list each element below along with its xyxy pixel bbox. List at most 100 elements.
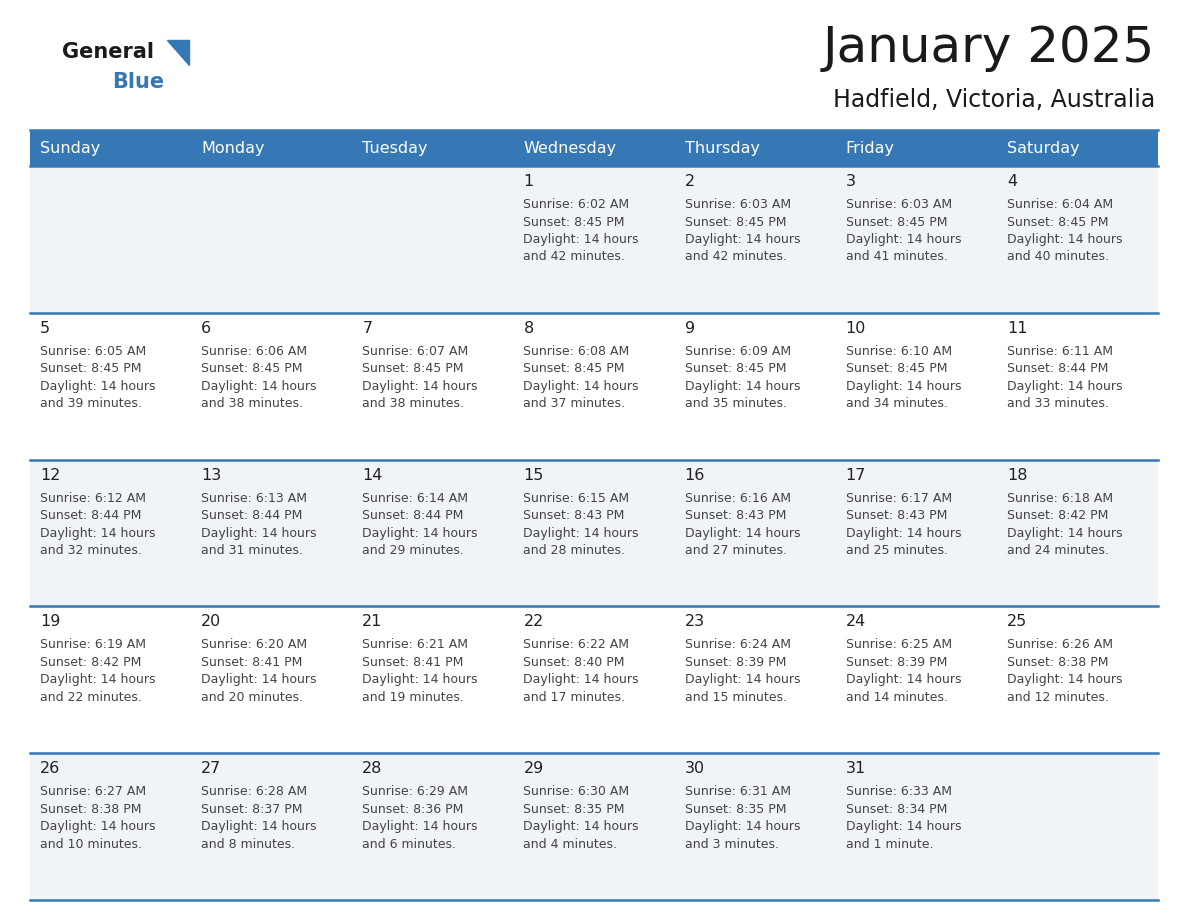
Text: Daylight: 14 hours: Daylight: 14 hours	[524, 674, 639, 687]
Bar	[997, 166, 1158, 313]
Bar	[835, 460, 997, 607]
Text: Sunset: 8:45 PM: Sunset: 8:45 PM	[524, 363, 625, 375]
Text: 19: 19	[40, 614, 61, 630]
Text: 27: 27	[201, 761, 221, 777]
Text: Daylight: 14 hours: Daylight: 14 hours	[524, 820, 639, 834]
Text: 14: 14	[362, 467, 383, 483]
Text: Sunset: 8:44 PM: Sunset: 8:44 PM	[362, 509, 463, 522]
Bar	[191, 607, 353, 753]
Text: Sunrise: 6:12 AM: Sunrise: 6:12 AM	[40, 492, 146, 505]
Bar	[675, 753, 835, 900]
Bar	[30, 130, 1158, 166]
Text: Sunrise: 6:16 AM: Sunrise: 6:16 AM	[684, 492, 790, 505]
Text: 22: 22	[524, 614, 544, 630]
Text: 10: 10	[846, 320, 866, 336]
Text: Sunset: 8:43 PM: Sunset: 8:43 PM	[684, 509, 786, 522]
Text: Sunrise: 6:09 AM: Sunrise: 6:09 AM	[684, 345, 791, 358]
Text: Sunrise: 6:15 AM: Sunrise: 6:15 AM	[524, 492, 630, 505]
Bar	[675, 313, 835, 460]
Bar	[513, 753, 675, 900]
Text: and 6 minutes.: and 6 minutes.	[362, 838, 456, 851]
Text: Sunrise: 6:27 AM: Sunrise: 6:27 AM	[40, 785, 146, 798]
Text: Sunrise: 6:25 AM: Sunrise: 6:25 AM	[846, 638, 952, 652]
Text: Sunset: 8:41 PM: Sunset: 8:41 PM	[362, 655, 463, 669]
Text: 21: 21	[362, 614, 383, 630]
Text: and 41 minutes.: and 41 minutes.	[846, 251, 948, 263]
Text: Blue: Blue	[112, 72, 164, 92]
Text: Sunrise: 6:11 AM: Sunrise: 6:11 AM	[1007, 345, 1113, 358]
Bar	[30, 607, 191, 753]
Text: Daylight: 14 hours: Daylight: 14 hours	[40, 674, 156, 687]
Bar	[997, 607, 1158, 753]
Bar	[997, 460, 1158, 607]
Text: Daylight: 14 hours: Daylight: 14 hours	[846, 527, 961, 540]
Text: Sunset: 8:38 PM: Sunset: 8:38 PM	[40, 802, 141, 816]
Text: Sunset: 8:43 PM: Sunset: 8:43 PM	[846, 509, 947, 522]
Text: Sunrise: 6:29 AM: Sunrise: 6:29 AM	[362, 785, 468, 798]
Text: 2: 2	[684, 174, 695, 189]
Bar	[675, 607, 835, 753]
Text: Sunrise: 6:13 AM: Sunrise: 6:13 AM	[201, 492, 308, 505]
Text: and 10 minutes.: and 10 minutes.	[40, 838, 143, 851]
Bar	[835, 313, 997, 460]
Text: Sunrise: 6:08 AM: Sunrise: 6:08 AM	[524, 345, 630, 358]
Text: Sunrise: 6:03 AM: Sunrise: 6:03 AM	[684, 198, 791, 211]
Text: Sunset: 8:39 PM: Sunset: 8:39 PM	[684, 655, 786, 669]
Text: Daylight: 14 hours: Daylight: 14 hours	[846, 820, 961, 834]
Text: Sunset: 8:45 PM: Sunset: 8:45 PM	[362, 363, 463, 375]
Text: Daylight: 14 hours: Daylight: 14 hours	[40, 527, 156, 540]
Text: 15: 15	[524, 467, 544, 483]
Text: and 22 minutes.: and 22 minutes.	[40, 691, 141, 704]
Text: and 35 minutes.: and 35 minutes.	[684, 397, 786, 410]
Text: General: General	[62, 42, 154, 62]
Text: 5: 5	[40, 320, 50, 336]
Text: Sunrise: 6:04 AM: Sunrise: 6:04 AM	[1007, 198, 1113, 211]
Text: Sunset: 8:45 PM: Sunset: 8:45 PM	[201, 363, 303, 375]
Text: 29: 29	[524, 761, 544, 777]
Text: Daylight: 14 hours: Daylight: 14 hours	[1007, 233, 1123, 246]
Text: 12: 12	[40, 467, 61, 483]
Text: Daylight: 14 hours: Daylight: 14 hours	[524, 233, 639, 246]
Text: Sunset: 8:37 PM: Sunset: 8:37 PM	[201, 802, 303, 816]
Text: Sunrise: 6:20 AM: Sunrise: 6:20 AM	[201, 638, 308, 652]
Text: and 40 minutes.: and 40 minutes.	[1007, 251, 1108, 263]
Text: Daylight: 14 hours: Daylight: 14 hours	[201, 380, 317, 393]
Text: Daylight: 14 hours: Daylight: 14 hours	[846, 380, 961, 393]
Text: 18: 18	[1007, 467, 1028, 483]
Text: Sunrise: 6:24 AM: Sunrise: 6:24 AM	[684, 638, 790, 652]
Text: Daylight: 14 hours: Daylight: 14 hours	[1007, 527, 1123, 540]
Text: 25: 25	[1007, 614, 1028, 630]
Text: and 29 minutes.: and 29 minutes.	[362, 544, 465, 557]
Bar	[191, 460, 353, 607]
Bar	[353, 460, 513, 607]
Text: Daylight: 14 hours: Daylight: 14 hours	[201, 527, 317, 540]
Bar	[353, 313, 513, 460]
Text: and 24 minutes.: and 24 minutes.	[1007, 544, 1108, 557]
Text: Sunrise: 6:18 AM: Sunrise: 6:18 AM	[1007, 492, 1113, 505]
Text: Sunrise: 6:05 AM: Sunrise: 6:05 AM	[40, 345, 146, 358]
Text: Thursday: Thursday	[684, 140, 759, 155]
Polygon shape	[168, 40, 189, 65]
Text: Sunset: 8:44 PM: Sunset: 8:44 PM	[1007, 363, 1108, 375]
Text: 13: 13	[201, 467, 221, 483]
Text: Daylight: 14 hours: Daylight: 14 hours	[524, 380, 639, 393]
Text: Friday: Friday	[846, 140, 895, 155]
Text: Daylight: 14 hours: Daylight: 14 hours	[362, 820, 478, 834]
Text: and 42 minutes.: and 42 minutes.	[524, 251, 625, 263]
Text: and 33 minutes.: and 33 minutes.	[1007, 397, 1108, 410]
Text: Sunset: 8:38 PM: Sunset: 8:38 PM	[1007, 655, 1108, 669]
Text: Daylight: 14 hours: Daylight: 14 hours	[684, 233, 800, 246]
Bar	[675, 460, 835, 607]
Text: and 27 minutes.: and 27 minutes.	[684, 544, 786, 557]
Text: and 39 minutes.: and 39 minutes.	[40, 397, 141, 410]
Text: Saturday: Saturday	[1007, 140, 1080, 155]
Text: Hadfield, Victoria, Australia: Hadfield, Victoria, Australia	[833, 88, 1155, 112]
Bar	[30, 166, 191, 313]
Text: Sunset: 8:45 PM: Sunset: 8:45 PM	[1007, 216, 1108, 229]
Text: Daylight: 14 hours: Daylight: 14 hours	[1007, 380, 1123, 393]
Text: January 2025: January 2025	[823, 24, 1155, 72]
Text: and 20 minutes.: and 20 minutes.	[201, 691, 303, 704]
Text: Sunrise: 6:33 AM: Sunrise: 6:33 AM	[846, 785, 952, 798]
Text: Daylight: 14 hours: Daylight: 14 hours	[684, 820, 800, 834]
Text: Daylight: 14 hours: Daylight: 14 hours	[684, 380, 800, 393]
